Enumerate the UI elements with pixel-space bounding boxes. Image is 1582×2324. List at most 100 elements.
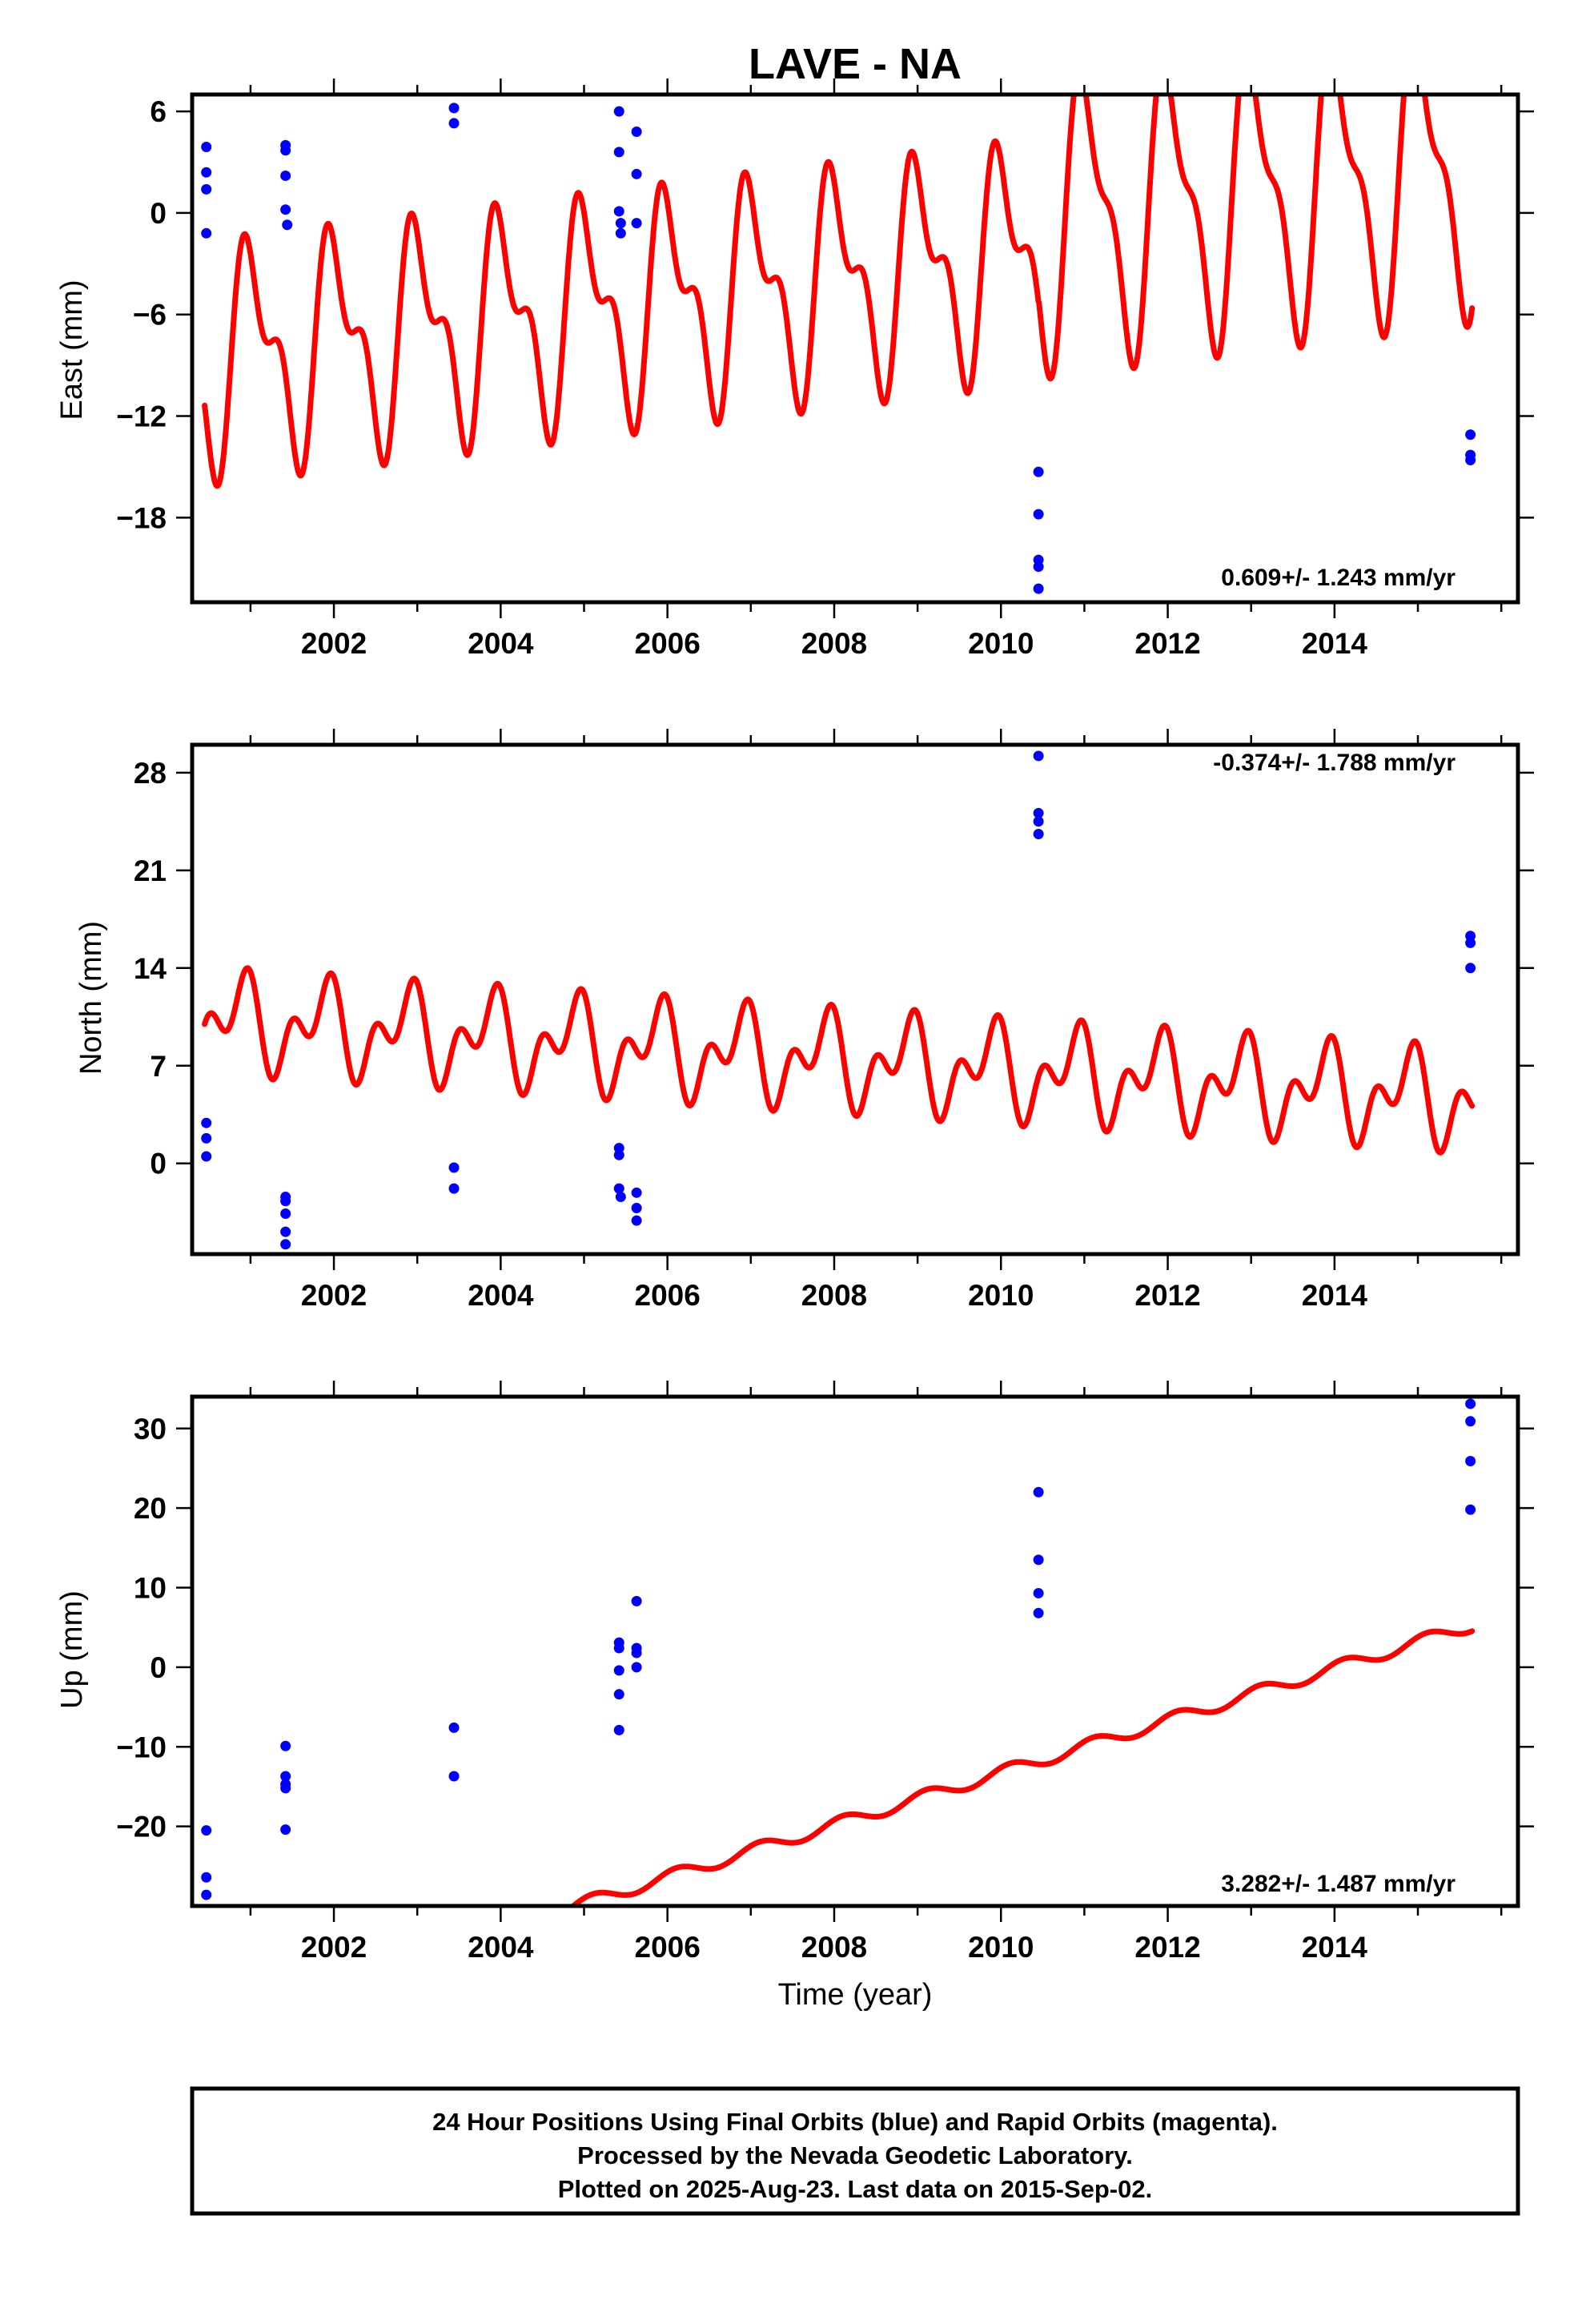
east-data-point (631, 218, 642, 229)
north-data-point (201, 1117, 212, 1128)
north-x-tick-label: 2002 (301, 1279, 367, 1312)
north-x-tick-label: 2004 (468, 1279, 534, 1312)
up-x-tick-label: 2010 (968, 1931, 1034, 1964)
north-x-tick-label: 2006 (635, 1279, 701, 1312)
up-x-tick-label: 2006 (635, 1931, 701, 1964)
east-data-point (1033, 466, 1044, 477)
footer-line-2: Processed by the Nevada Geodetic Laborat… (577, 2141, 1133, 2169)
east-panel: 2002 2004 2006 2008 2010 2012 2014 −18 −12 −6 0 6 E… (55, 78, 1534, 660)
north-data-point (448, 1183, 460, 1194)
east-data-point (1033, 583, 1044, 594)
east-data-point (631, 126, 642, 137)
north-y-tick-label: 28 (134, 757, 167, 790)
time-axis-label: Time (year) (778, 1978, 933, 2012)
footer-box: 24 Hour Positions Using Final Orbits (bl… (190, 2086, 1520, 2216)
east-data-point (448, 118, 460, 129)
up-data-point (1033, 1486, 1044, 1498)
up-y-tick-label: 10 (134, 1572, 167, 1605)
north-x-tick-label: 2008 (801, 1279, 867, 1312)
figure-title: LAVE - NA (749, 40, 962, 88)
north-x-tick-label: 2010 (968, 1279, 1034, 1312)
up-y-tick-label: 0 (150, 1651, 167, 1684)
east-data-point (613, 106, 624, 117)
east-x-tick-label: 2006 (635, 627, 701, 660)
up-y-tick-label: −20 (116, 1811, 167, 1844)
north-panel: 2002 2004 2006 2008 2010 2012 2014 0 7 14 21 28 Nor… (74, 729, 1534, 1312)
up-data-point (1465, 1455, 1476, 1466)
north-rate-label: -0.374+/- 1.788 mm/yr (1213, 750, 1456, 776)
north-y-tick-label: 21 (134, 854, 167, 887)
north-data-point (615, 1192, 626, 1203)
up-data-point (1465, 1416, 1476, 1427)
north-data-point (613, 1183, 624, 1194)
east-y-tick-label: −6 (133, 299, 167, 332)
up-data-point (613, 1689, 624, 1700)
up-x-tick-label: 2012 (1134, 1931, 1200, 1964)
east-rate-label: 0.609+/- 1.243 mm/yr (1221, 565, 1456, 591)
up-x-tick-label: 2004 (468, 1931, 534, 1964)
north-data-point (631, 1202, 642, 1213)
up-data-point (613, 1724, 624, 1735)
east-plot-area: 2002 2004 2006 2008 2010 2012 2014 −18 −12 −6 0 6 (116, 78, 1534, 660)
up-data-point (280, 1740, 291, 1751)
north-data-point (1033, 829, 1044, 840)
east-x-tick-label: 2002 (301, 627, 367, 660)
up-y-tick-label: 30 (134, 1413, 167, 1445)
east-x-tick-label: 2010 (968, 627, 1034, 660)
up-data-point (448, 1722, 460, 1733)
east-data-point (615, 227, 626, 239)
north-data-point (280, 1208, 291, 1219)
up-data-point (1465, 1504, 1476, 1515)
north-data-point (1033, 807, 1044, 818)
north-data-point (280, 1196, 291, 1207)
north-plot-area: 2002 2004 2006 2008 2010 2012 2014 0 7 14 21 28 (134, 729, 1534, 1312)
up-data-point (201, 1872, 212, 1883)
east-data-point (282, 219, 293, 231)
east-data-point (1033, 561, 1044, 573)
up-data-point (1033, 1554, 1044, 1566)
up-data-point (201, 1825, 212, 1836)
east-panel-frame (190, 92, 1520, 605)
east-data-point (615, 218, 626, 229)
east-x-tick-label: 2008 (801, 627, 867, 660)
up-data-point (448, 1771, 460, 1782)
north-data-point (631, 1187, 642, 1198)
east-data-point (631, 168, 642, 179)
up-data-point (1033, 1607, 1044, 1618)
up-data-point (280, 1783, 291, 1794)
up-data-point (280, 1771, 291, 1782)
north-data-point (201, 1151, 212, 1162)
north-data-point (1465, 937, 1476, 948)
footer-line-3: Plotted on 2025-Aug-23. Last data on 201… (558, 2175, 1152, 2203)
north-y-tick-label: 0 (150, 1148, 167, 1180)
up-data-point (631, 1662, 642, 1673)
east-x-tick-label: 2004 (468, 627, 534, 660)
up-x-tick-label: 2014 (1302, 1931, 1368, 1964)
north-y-tick-label: 14 (134, 952, 167, 985)
east-data-point (201, 227, 212, 239)
up-plot-area: 2002 2004 2006 2008 2010 2012 2014 −20 −10 0 10 20 3… (116, 1381, 1534, 1964)
north-data-point (201, 1132, 212, 1144)
east-data-point (280, 204, 291, 215)
east-data-point (613, 147, 624, 158)
north-panel-frame (190, 742, 1520, 1256)
north-x-tick-label: 2014 (1302, 1279, 1368, 1312)
up-y-tick-label: −10 (116, 1731, 167, 1763)
east-y-tick-label: −12 (116, 400, 167, 433)
north-data-point (280, 1239, 291, 1250)
up-data-point (631, 1595, 642, 1606)
north-data-point (631, 1215, 642, 1226)
east-data-point (1465, 454, 1476, 465)
north-axis-label: North (mm) (74, 921, 108, 1075)
up-data-point (1033, 1587, 1044, 1598)
east-data-point (201, 167, 212, 178)
up-panel-frame (190, 1394, 1520, 1908)
up-y-tick-label: 20 (134, 1492, 167, 1525)
north-data-point (1465, 963, 1476, 974)
east-data-point (280, 145, 291, 156)
up-data-point (201, 1889, 212, 1900)
up-x-tick-label: 2008 (801, 1931, 867, 1964)
east-x-tick-label: 2012 (1134, 627, 1200, 660)
footer-line-1: 24 Hour Positions Using Final Orbits (bl… (432, 2108, 1278, 2136)
